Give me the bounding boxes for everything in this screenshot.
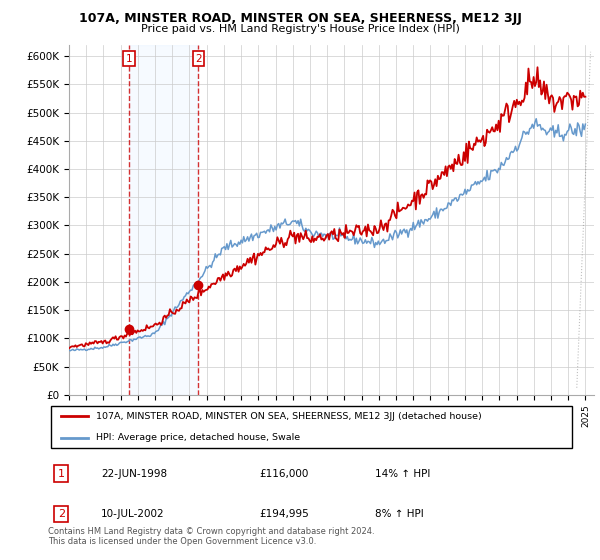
- Text: 107A, MINSTER ROAD, MINSTER ON SEA, SHEERNESS, ME12 3JJ: 107A, MINSTER ROAD, MINSTER ON SEA, SHEE…: [79, 12, 521, 25]
- Text: Price paid vs. HM Land Registry's House Price Index (HPI): Price paid vs. HM Land Registry's House …: [140, 24, 460, 34]
- Text: £116,000: £116,000: [259, 469, 308, 479]
- Bar: [129, 45, 199, 395]
- Text: 10-JUL-2002: 10-JUL-2002: [101, 509, 164, 519]
- Text: 1: 1: [58, 469, 65, 479]
- Text: 107A, MINSTER ROAD, MINSTER ON SEA, SHEERNESS, ME12 3JJ (detached house): 107A, MINSTER ROAD, MINSTER ON SEA, SHEE…: [95, 412, 481, 421]
- Text: 22-JUN-1998: 22-JUN-1998: [101, 469, 167, 479]
- FancyBboxPatch shape: [50, 405, 572, 449]
- Text: 8% ↑ HPI: 8% ↑ HPI: [376, 509, 424, 519]
- Text: 2: 2: [195, 54, 202, 63]
- Text: 14% ↑ HPI: 14% ↑ HPI: [376, 469, 431, 479]
- Text: £194,995: £194,995: [259, 509, 309, 519]
- Text: 1: 1: [125, 54, 132, 63]
- Text: 2: 2: [58, 509, 65, 519]
- Text: HPI: Average price, detached house, Swale: HPI: Average price, detached house, Swal…: [95, 433, 299, 442]
- Text: Contains HM Land Registry data © Crown copyright and database right 2024.
This d: Contains HM Land Registry data © Crown c…: [48, 526, 374, 546]
